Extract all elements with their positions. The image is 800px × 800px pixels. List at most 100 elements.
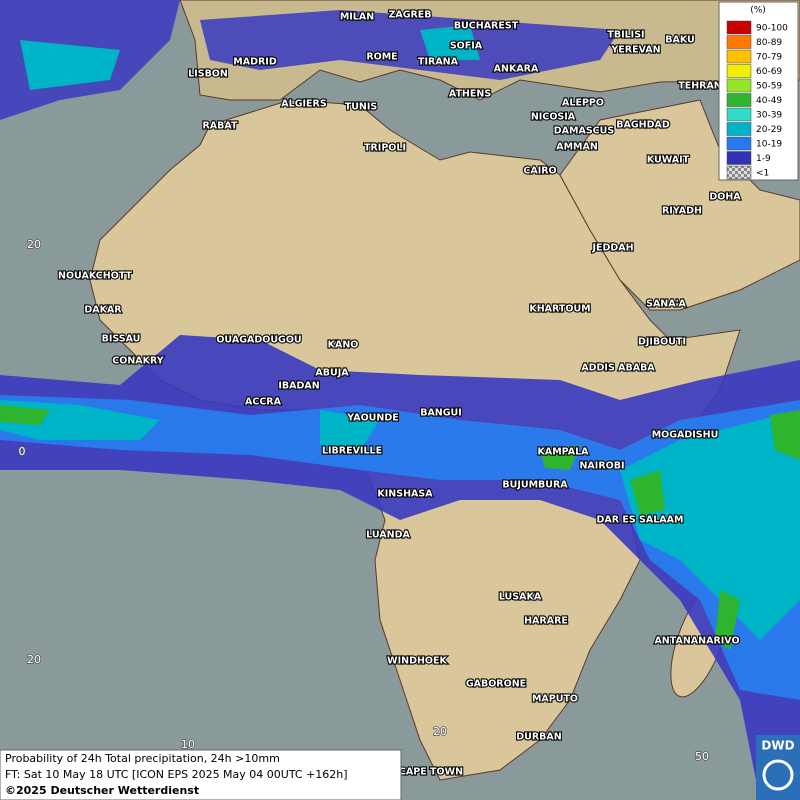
city-label: KHARTOUM: [529, 304, 590, 315]
legend-swatch: [726, 151, 752, 165]
longitude-label: 20: [433, 725, 447, 738]
city-label: BUCHAREST: [454, 21, 519, 32]
city-label: ROME: [366, 52, 397, 63]
city-label: BUJUMBURA: [502, 480, 568, 491]
city-label: CONAKRY: [112, 356, 164, 367]
legend-swatch: [726, 107, 752, 122]
city-label: TBILISI: [607, 30, 644, 41]
legend-label: 30-39: [756, 111, 782, 121]
footer-copyright: ©2025 Deutscher Wetterdienst: [5, 784, 199, 797]
footer-line: Probability of 24h Total precipitation, …: [5, 752, 280, 765]
city-label: KUWAIT: [647, 155, 690, 166]
precip-band-inner: [0, 395, 800, 700]
city-label: LIBREVILLE: [322, 446, 382, 457]
city-label: ALEPPO: [562, 98, 604, 109]
city-label: HARARE: [524, 616, 568, 627]
city-label: LUSAKA: [499, 592, 542, 603]
city-label: CAIRO: [523, 166, 556, 177]
city-label: WINDHOEK: [387, 656, 447, 667]
city-label: NOUAKCHOTT: [58, 271, 132, 282]
city-label: ACCRA: [245, 397, 282, 408]
legend-swatch: [726, 93, 752, 107]
city-label: AMMAN: [556, 142, 598, 153]
city-label: ATHENS: [449, 89, 491, 100]
precip-peak: [0, 405, 800, 650]
city-label: DJIBOUTI: [638, 337, 686, 348]
legend: (%) 90-100 80-89 70-79 60-69 50-59 40-49 30-39…: [718, 1, 799, 181]
city-label: NICOSIA: [531, 112, 576, 123]
latitude-label: 20: [27, 653, 41, 666]
legend-swatch: [726, 136, 752, 151]
latitude-label: 0: [19, 445, 26, 458]
city-label: GABORONE: [466, 679, 526, 690]
legend-label: <1: [756, 169, 769, 179]
city-label: CAPE TOWN: [399, 767, 463, 778]
city-label: ALGIERS: [281, 99, 327, 110]
city-label: DAMASCUS: [554, 126, 615, 137]
city-label: IBADAN: [278, 381, 319, 392]
legend-label: 10-19: [756, 140, 782, 150]
city-label: BAGHDAD: [616, 120, 670, 131]
legend-swatch: [726, 35, 752, 49]
city-label: BAKU: [665, 35, 695, 46]
legend-label: 40-49: [756, 96, 782, 106]
city-label: LISBON: [188, 69, 228, 80]
legend-swatch: [726, 20, 752, 35]
logo-text: DWD: [761, 739, 794, 753]
city-label: TIRANA: [418, 57, 459, 68]
city-label: MOGADISHU: [652, 430, 719, 441]
arabia-land: [559, 99, 800, 311]
city-label: RABAT: [202, 121, 238, 132]
city-label: BISSAU: [102, 334, 141, 345]
city-label: BANGUI: [420, 408, 462, 419]
city-label: KINSHASA: [377, 489, 433, 500]
longitude-label: 10: [181, 738, 195, 751]
legend-label: 80-89: [756, 38, 782, 48]
city-label: TEHRAN: [678, 81, 722, 92]
logo: DWD: [756, 735, 800, 800]
city-label: TUNIS: [345, 102, 378, 113]
city-label: MILAN: [340, 12, 374, 23]
logo-icon: [762, 759, 794, 791]
footer-box: [0, 749, 402, 800]
city-label: YEREVAN: [610, 45, 660, 56]
legend-label: 50-59: [756, 82, 782, 92]
legend-label: 20-29: [756, 125, 782, 135]
city-label: ANKARA: [494, 64, 539, 75]
city-label: JEDDAH: [591, 243, 633, 254]
precip-europe-inner: [20, 25, 480, 90]
legend-label: 60-69: [756, 67, 782, 77]
city-label: KANO: [328, 340, 359, 351]
legend-swatch: [726, 122, 752, 136]
legend-label: 90-100: [756, 24, 788, 34]
city-label: DAKAR: [84, 305, 122, 316]
city-label: YAOUNDE: [346, 413, 398, 424]
city-label: KAMPALA: [537, 447, 589, 458]
longitude-label: 50: [695, 750, 709, 763]
city-label: DOHA: [709, 192, 741, 203]
legend-title: (%): [750, 6, 766, 16]
city-label: RIYADH: [662, 206, 702, 217]
city-label: MAPUTO: [532, 694, 578, 705]
precip-core: [0, 400, 800, 640]
city-label: DAR ES SALAAM: [597, 515, 684, 526]
footer-line: FT: Sat 10 May 18 UTC [ICON EPS 2025 May…: [5, 768, 348, 781]
legend-swatch: [726, 165, 752, 180]
footer: Probability of 24h Total precipitation, …: [0, 749, 402, 800]
city-label: ZAGREB: [388, 10, 431, 21]
city-label: SANA'A: [646, 299, 686, 310]
city-label: LUANDA: [366, 530, 410, 541]
city-label: SOFIA: [450, 41, 483, 52]
city-label: TRIPOLI: [364, 143, 406, 154]
city-label: ANTANANARIVO: [654, 636, 739, 647]
latitude-label: 20: [27, 238, 41, 251]
legend-label: 1-9: [756, 154, 771, 164]
legend-swatch: [726, 78, 752, 93]
legend-swatch: [726, 49, 752, 64]
legend-label: 70-79: [756, 53, 782, 63]
city-label: ABUJA: [315, 368, 349, 379]
city-label: ADDIS ABABA: [581, 363, 655, 374]
city-label: NAIROBI: [579, 461, 624, 472]
city-label: DURBAN: [516, 732, 562, 743]
